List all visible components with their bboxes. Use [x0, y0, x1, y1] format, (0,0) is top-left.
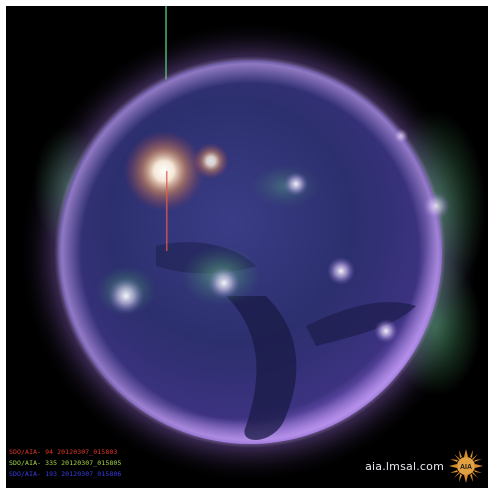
sun-logo-icon: AIA [449, 449, 483, 483]
site-url: aia.lmsal.com [365, 460, 444, 473]
dark-filament-south [226, 296, 297, 440]
bright-spot-north [284, 172, 308, 196]
bright-spot-limb-northeast [393, 128, 409, 144]
bright-spot-west [108, 278, 144, 314]
solar-limb [54, 56, 446, 448]
bright-spot-southeast [374, 319, 398, 343]
bright-spot-limb-east [422, 192, 450, 220]
flare-streak-lower [166, 171, 168, 251]
bright-spot-center [208, 267, 240, 299]
solar-disk-image [18, 6, 486, 484]
channel-labels: SDO/AIA- 94 20120307_015803 SDO/AIA- 335… [9, 447, 121, 480]
channel-label-335: SDO/AIA- 335 20120307_015805 [9, 459, 122, 467]
dark-filament-east [306, 302, 416, 346]
solar-image-frame: SDO/AIA- 94 20120307_015803 SDO/AIA- 335… [6, 6, 488, 488]
channel-label-193: SDO/AIA- 193 20120307_015806 [9, 470, 122, 478]
solar-flare [124, 131, 204, 211]
solar-flare-secondary [193, 143, 229, 179]
channel-label-94: SDO/AIA- 94 20120307_015803 [9, 448, 118, 456]
logo-text: AIA [460, 464, 472, 471]
bright-spot-east [327, 257, 355, 285]
